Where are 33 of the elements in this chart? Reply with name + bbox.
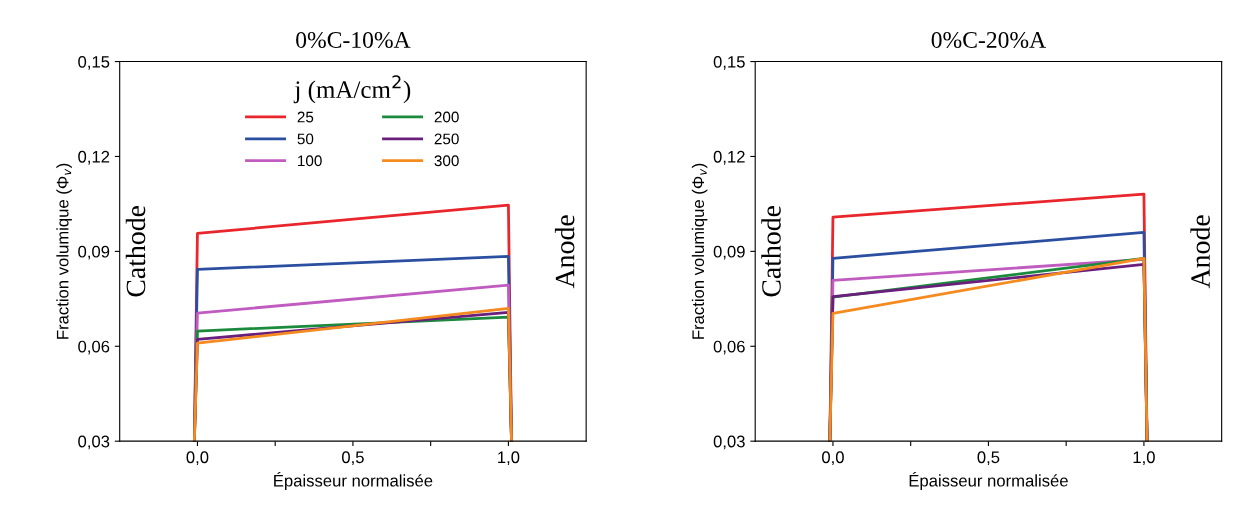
legend-label: 250	[434, 133, 459, 145]
legend-label: 100	[298, 155, 322, 167]
annotation: Anode	[1190, 215, 1210, 289]
x-tick-label: 0,0	[822, 451, 844, 466]
legend-label: 50	[297, 133, 314, 145]
x-axis-title: Épaisseur normalisée	[274, 471, 433, 490]
y-tick-label: 0,03	[78, 435, 110, 450]
x-tick-label: 0,0	[186, 451, 209, 466]
y-axis-title: Fraction volumique (Φ$_{v}$)	[56, 163, 72, 339]
annotation: Cathode	[125, 206, 146, 297]
y-tick-label: 0,06	[713, 340, 745, 355]
annotation: Cathode	[761, 206, 781, 297]
y-tick-label: 0,15	[78, 55, 110, 70]
y-tick-label: 0,03	[713, 435, 745, 450]
legend-label: 25	[297, 111, 314, 123]
y-axis-title: Fraction volumique (Φ$_{v}$)	[691, 163, 708, 339]
y-tick-label: 0,09	[78, 245, 110, 260]
chart-title: 0%C-20%A	[931, 31, 1046, 48]
y-tick-label: 0,06	[78, 340, 110, 355]
x-tick-label: 0,5	[977, 451, 1000, 466]
y-tick-label: 0,09	[713, 245, 745, 260]
legend-title: j (mA/cm$^{2}$)	[293, 75, 411, 104]
x-tick-label: 0,5	[341, 451, 364, 466]
annotation: Anode	[554, 215, 575, 289]
y-tick-label: 0,15	[713, 55, 745, 70]
legend-label: 200	[434, 111, 459, 123]
chart-title: 0%C-10%A	[296, 31, 411, 48]
y-tick-label: 0,12	[78, 150, 110, 165]
legend-label: 300	[434, 155, 459, 167]
x-axis-title: Épaisseur normalisée	[909, 471, 1068, 490]
x-tick-label: 1,0	[498, 451, 520, 466]
y-tick-label: 0,12	[713, 150, 745, 165]
x-tick-label: 1,0	[1133, 451, 1155, 466]
